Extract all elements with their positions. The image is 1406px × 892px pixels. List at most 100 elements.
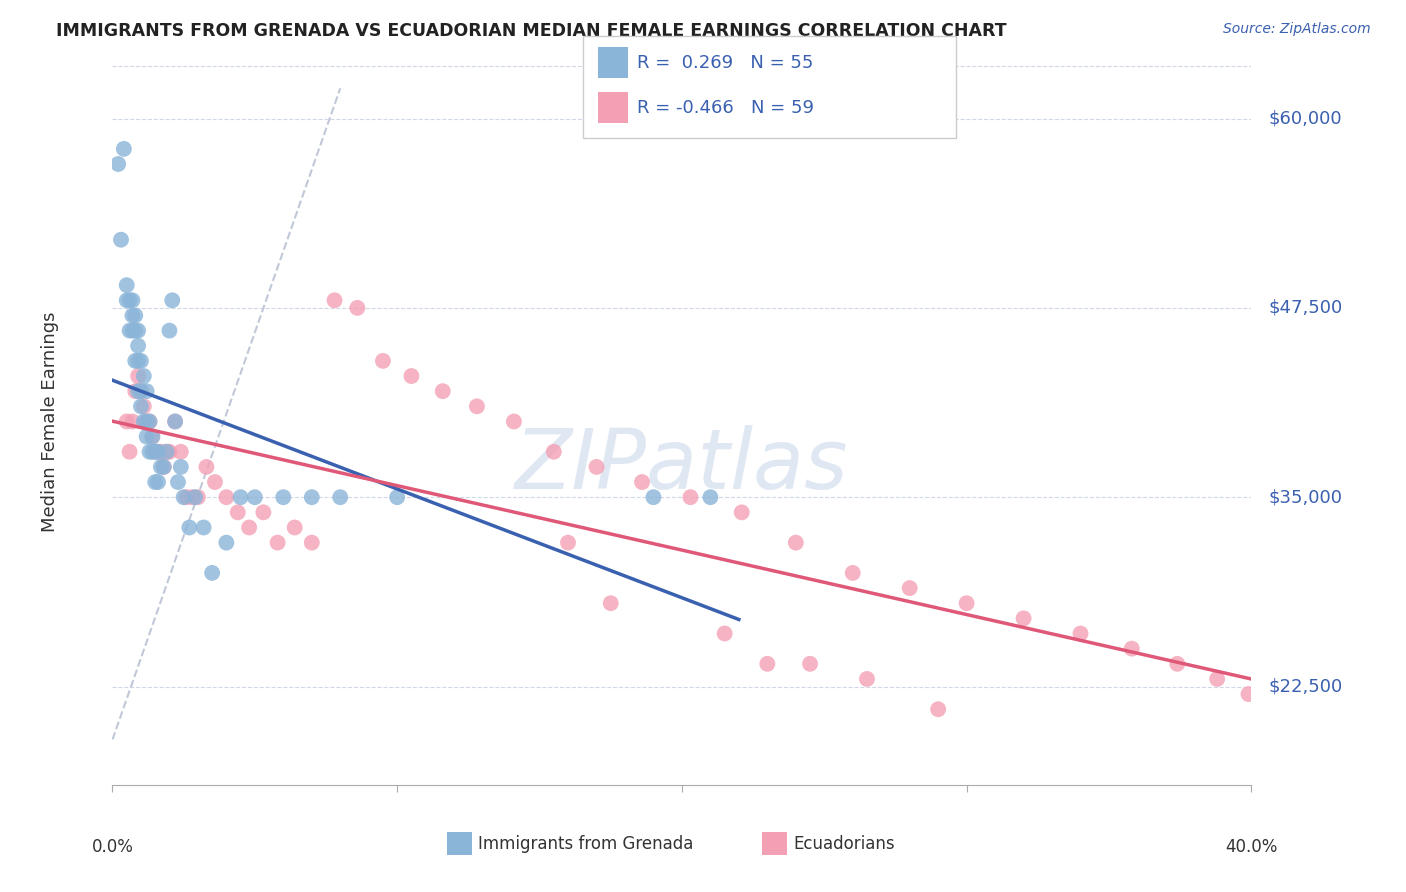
Point	[226, 505, 249, 519]
Point	[107, 157, 129, 171]
Point	[141, 444, 163, 458]
Point	[129, 384, 152, 399]
Point	[149, 459, 172, 474]
Point	[173, 490, 195, 504]
Point	[138, 414, 160, 429]
Point	[731, 505, 754, 519]
Point	[138, 414, 160, 429]
Point	[118, 444, 141, 458]
Text: 0.0%: 0.0%	[91, 838, 134, 856]
Point	[785, 535, 807, 549]
Point	[215, 535, 238, 549]
Point	[631, 475, 654, 489]
Point	[181, 490, 204, 504]
Point	[401, 369, 423, 384]
Point	[170, 444, 193, 458]
Point	[127, 339, 149, 353]
Point	[115, 414, 138, 429]
Point	[585, 459, 607, 474]
Point	[204, 475, 226, 489]
Point	[856, 672, 879, 686]
Point	[132, 369, 155, 384]
Point	[165, 414, 187, 429]
Point	[465, 400, 488, 414]
Point	[187, 490, 209, 504]
Point	[1206, 672, 1229, 686]
Point	[176, 490, 198, 504]
Point	[229, 490, 252, 504]
Point	[1166, 657, 1188, 671]
Point	[124, 384, 146, 399]
Point	[179, 520, 201, 534]
Point	[167, 475, 190, 489]
Point	[143, 475, 166, 489]
Point	[127, 369, 149, 384]
Point	[170, 459, 193, 474]
Point	[599, 596, 621, 610]
Text: R = -0.466   N = 59: R = -0.466 N = 59	[637, 99, 814, 117]
Point	[713, 626, 735, 640]
Point	[543, 444, 565, 458]
Point	[159, 324, 180, 338]
Point	[141, 429, 163, 443]
Point	[135, 414, 157, 429]
Point	[898, 581, 921, 595]
Text: $60,000: $60,000	[1268, 110, 1343, 128]
Point	[143, 444, 166, 458]
Point	[159, 444, 180, 458]
Point	[127, 384, 149, 399]
Point	[121, 309, 143, 323]
Point	[266, 535, 288, 549]
Point	[201, 566, 224, 580]
Point	[127, 324, 149, 338]
Text: 40.0%: 40.0%	[1225, 838, 1278, 856]
Point	[284, 520, 307, 534]
Text: Median Female Earnings: Median Female Earnings	[41, 311, 59, 532]
Point	[129, 400, 152, 414]
Point	[243, 490, 266, 504]
Point	[110, 233, 132, 247]
Point	[121, 324, 143, 338]
Point	[129, 354, 152, 368]
Point	[146, 475, 169, 489]
Point	[146, 444, 169, 458]
Point	[301, 490, 323, 504]
Point	[679, 490, 702, 504]
Point	[132, 414, 155, 429]
Point	[141, 429, 163, 443]
Point	[135, 414, 157, 429]
Point	[699, 490, 721, 504]
Text: $47,500: $47,500	[1268, 299, 1343, 317]
Point	[152, 459, 174, 474]
Text: Source: ZipAtlas.com: Source: ZipAtlas.com	[1223, 22, 1371, 37]
Point	[195, 459, 218, 474]
Point	[121, 293, 143, 308]
Point	[124, 309, 146, 323]
Point	[149, 444, 172, 458]
Text: $22,500: $22,500	[1268, 678, 1343, 696]
Point	[118, 324, 141, 338]
Point	[118, 293, 141, 308]
Point	[271, 490, 295, 504]
Point	[146, 444, 169, 458]
Point	[165, 414, 187, 429]
Text: Immigrants from Grenada: Immigrants from Grenada	[478, 835, 693, 853]
Point	[129, 384, 152, 399]
Point	[756, 657, 779, 671]
Point	[252, 505, 274, 519]
Point	[301, 535, 323, 549]
Point	[432, 384, 454, 399]
Point	[184, 490, 207, 504]
Point	[329, 490, 352, 504]
Point	[124, 324, 146, 338]
Point	[557, 535, 579, 549]
Text: R =  0.269   N = 55: R = 0.269 N = 55	[637, 54, 813, 72]
Point	[132, 400, 155, 414]
Point	[124, 354, 146, 368]
Point	[1012, 611, 1035, 625]
Point	[193, 520, 215, 534]
Point	[956, 596, 979, 610]
Point	[135, 429, 157, 443]
Point	[155, 444, 177, 458]
Point	[371, 354, 394, 368]
